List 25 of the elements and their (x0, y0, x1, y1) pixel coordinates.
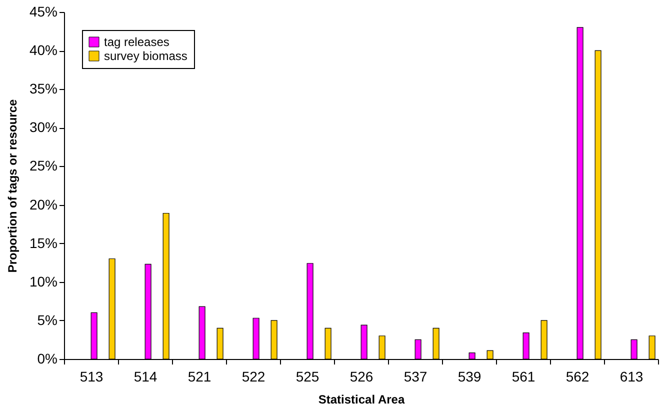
y-tick-label: 5% (37, 312, 58, 328)
x-axis-title: Statistical Area (318, 392, 405, 406)
y-tick-label: 35% (29, 80, 58, 97)
legend-label: survey biomass (104, 49, 188, 63)
x-tick-label: 522 (242, 368, 266, 384)
x-tick-label: 561 (512, 368, 536, 384)
y-tick-label: 30% (29, 119, 58, 136)
x-tick-label: 613 (620, 368, 644, 384)
x-tick-label: 514 (134, 368, 158, 384)
x-tick-label: 539 (458, 368, 482, 384)
y-tick-label: 40% (29, 42, 58, 58)
y-tick-label: 15% (29, 234, 58, 251)
y-tick-label: 20% (29, 196, 58, 212)
x-tick-label: 537 (404, 368, 428, 384)
x-tick-label: 513 (80, 368, 104, 384)
legend-label: tag releases (104, 35, 170, 49)
x-tick-label: 526 (350, 368, 374, 384)
x-tick-label: 562 (566, 368, 590, 384)
y-tick-label: 25% (29, 158, 58, 174)
x-tick-label: 525 (296, 368, 320, 384)
y-tick-label: 45% (29, 4, 58, 20)
x-tick-label: 521 (188, 368, 212, 384)
y-tick-label: 10% (29, 273, 58, 290)
y-axis-title: Proportion of tags or resource (5, 99, 20, 273)
y-tick-label: 0% (37, 350, 58, 366)
